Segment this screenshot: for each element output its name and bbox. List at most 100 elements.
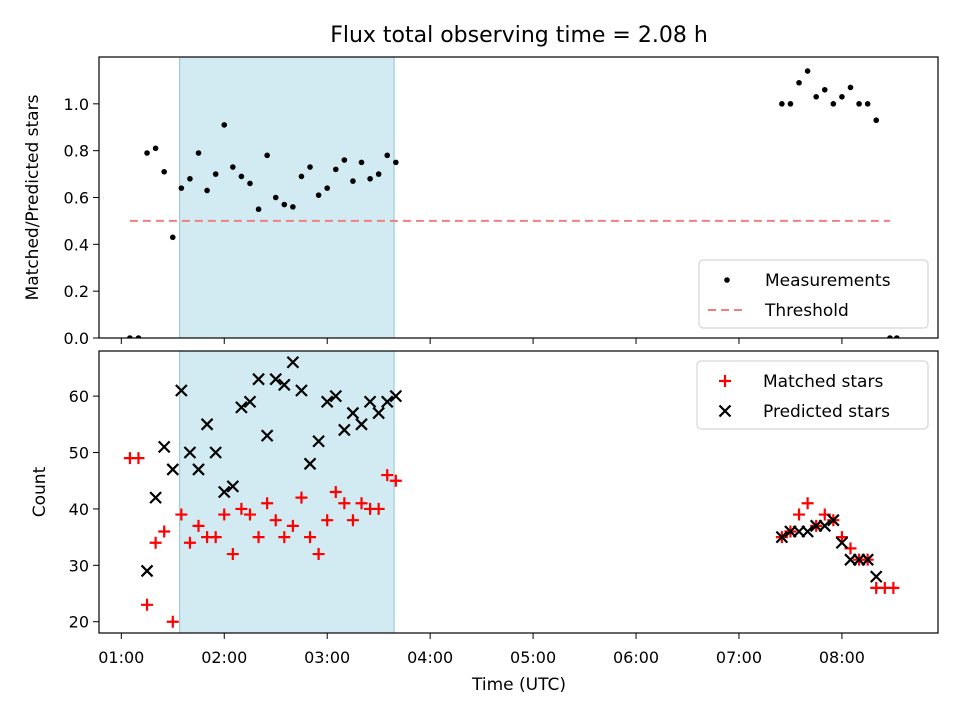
predicted-star-point xyxy=(166,463,180,476)
matched-star-point xyxy=(295,491,308,504)
measurement-point xyxy=(332,166,339,173)
matched-star-point xyxy=(183,536,196,549)
matched-star-point xyxy=(887,581,900,594)
x-tick-label: 04:00 xyxy=(407,648,453,667)
axes-frame xyxy=(98,350,939,634)
measurement-point xyxy=(787,101,794,107)
measurement-point xyxy=(204,187,210,194)
plot-area xyxy=(127,68,900,338)
measurement-point xyxy=(324,185,330,191)
predicted-star-point xyxy=(226,480,240,493)
top-panel: 0.0 0.2 0.4 0.6 0.8 1.0 Matched/Predicted star… xyxy=(23,56,939,348)
legend: Measurements Threshold xyxy=(698,259,929,329)
measurement-point xyxy=(856,101,862,107)
matched-star-point xyxy=(235,502,248,515)
measurement-point xyxy=(779,101,785,107)
legend-marker xyxy=(724,277,730,283)
legend-label: Threshold xyxy=(764,301,849,321)
x-tick-label: 03:00 xyxy=(304,648,350,667)
measurement-point xyxy=(358,159,365,166)
matched-star-point xyxy=(252,531,265,544)
predicted-star-point xyxy=(827,513,840,527)
predicted-star-point xyxy=(175,384,188,397)
measurement-point xyxy=(178,185,185,191)
measurement-point xyxy=(315,192,322,198)
measurement-point xyxy=(281,201,288,208)
measurement-point xyxy=(264,152,270,159)
legend-box xyxy=(696,360,929,430)
measurement-point xyxy=(144,150,150,156)
predicted-star-point xyxy=(338,423,351,437)
measurement-point xyxy=(230,164,236,170)
matched-star-point xyxy=(158,525,171,538)
predicted-star-point xyxy=(380,395,394,409)
observing-span xyxy=(179,350,395,634)
measurement-point xyxy=(272,194,279,201)
matched-star-point xyxy=(338,497,351,510)
predicted-star-point xyxy=(217,485,231,499)
predicted-star-point xyxy=(269,372,282,386)
y-tick-label: 0.8 xyxy=(64,142,89,161)
plot-area xyxy=(123,356,900,628)
measurement-point xyxy=(238,173,245,180)
measurement-point xyxy=(212,171,219,177)
matched-star-point xyxy=(278,531,291,544)
predicted-star-point xyxy=(209,446,222,459)
measurement-point xyxy=(804,68,811,74)
matched-star-point xyxy=(381,469,394,482)
y-tick-label: 60 xyxy=(69,387,89,406)
legend-label: Measurements xyxy=(765,271,891,291)
legend-box xyxy=(698,259,929,329)
predicted-star-point xyxy=(835,536,849,550)
matched-star-point xyxy=(801,497,814,510)
y-tick-label: 0.0 xyxy=(64,329,89,348)
predicted-star-point xyxy=(286,356,300,369)
measurement-point xyxy=(375,171,382,177)
measurement-point xyxy=(864,101,871,107)
predicted-star-point xyxy=(235,401,248,414)
measurement-point xyxy=(367,175,373,182)
measurement-point xyxy=(221,122,228,128)
matched-star-point xyxy=(389,474,402,487)
predicted-star-point xyxy=(329,389,343,403)
x-axis-label: Time (UTC) xyxy=(471,675,566,695)
matched-star-point xyxy=(346,514,359,527)
y-tick-label: 0.2 xyxy=(64,282,89,301)
observing-span xyxy=(179,56,395,339)
matched-star-point xyxy=(141,598,154,611)
matched-star-point xyxy=(243,508,256,521)
predicted-star-point xyxy=(278,378,291,392)
measurement-point xyxy=(873,117,880,124)
x-tick-label: 01:00 xyxy=(98,648,144,667)
measurement-point xyxy=(152,145,159,152)
predicted-star-point xyxy=(157,440,171,454)
predicted-star-point xyxy=(775,530,789,544)
measurement-point xyxy=(887,335,893,338)
predicted-star-point xyxy=(801,525,814,538)
measurement-point xyxy=(847,84,854,91)
x-tick-label: 02:00 xyxy=(201,648,247,667)
measurement-point xyxy=(350,178,356,184)
predicted-star-point xyxy=(861,553,874,566)
measurement-point xyxy=(161,168,167,175)
predicted-star-point xyxy=(346,406,360,420)
matched-star-point xyxy=(166,615,179,628)
matched-star-point xyxy=(329,486,342,498)
measurement-point xyxy=(169,234,176,241)
matched-star-point xyxy=(226,548,239,561)
y-tick-label: 0.4 xyxy=(64,235,89,254)
measurement-point xyxy=(307,164,313,170)
legend-marker xyxy=(719,375,731,387)
x-tick-label: 08:00 xyxy=(819,648,865,667)
matched-star-point xyxy=(793,508,806,521)
y-axis-label: Matched/Predicted stars xyxy=(23,94,43,300)
predicted-star-point xyxy=(243,395,257,409)
measurement-point xyxy=(187,175,193,182)
measurement-point xyxy=(813,94,819,100)
matched-star-point xyxy=(312,548,325,561)
legend-label: Predicted stars xyxy=(763,402,890,422)
legend-label: Matched stars xyxy=(763,372,883,392)
matched-star-point xyxy=(149,536,162,549)
